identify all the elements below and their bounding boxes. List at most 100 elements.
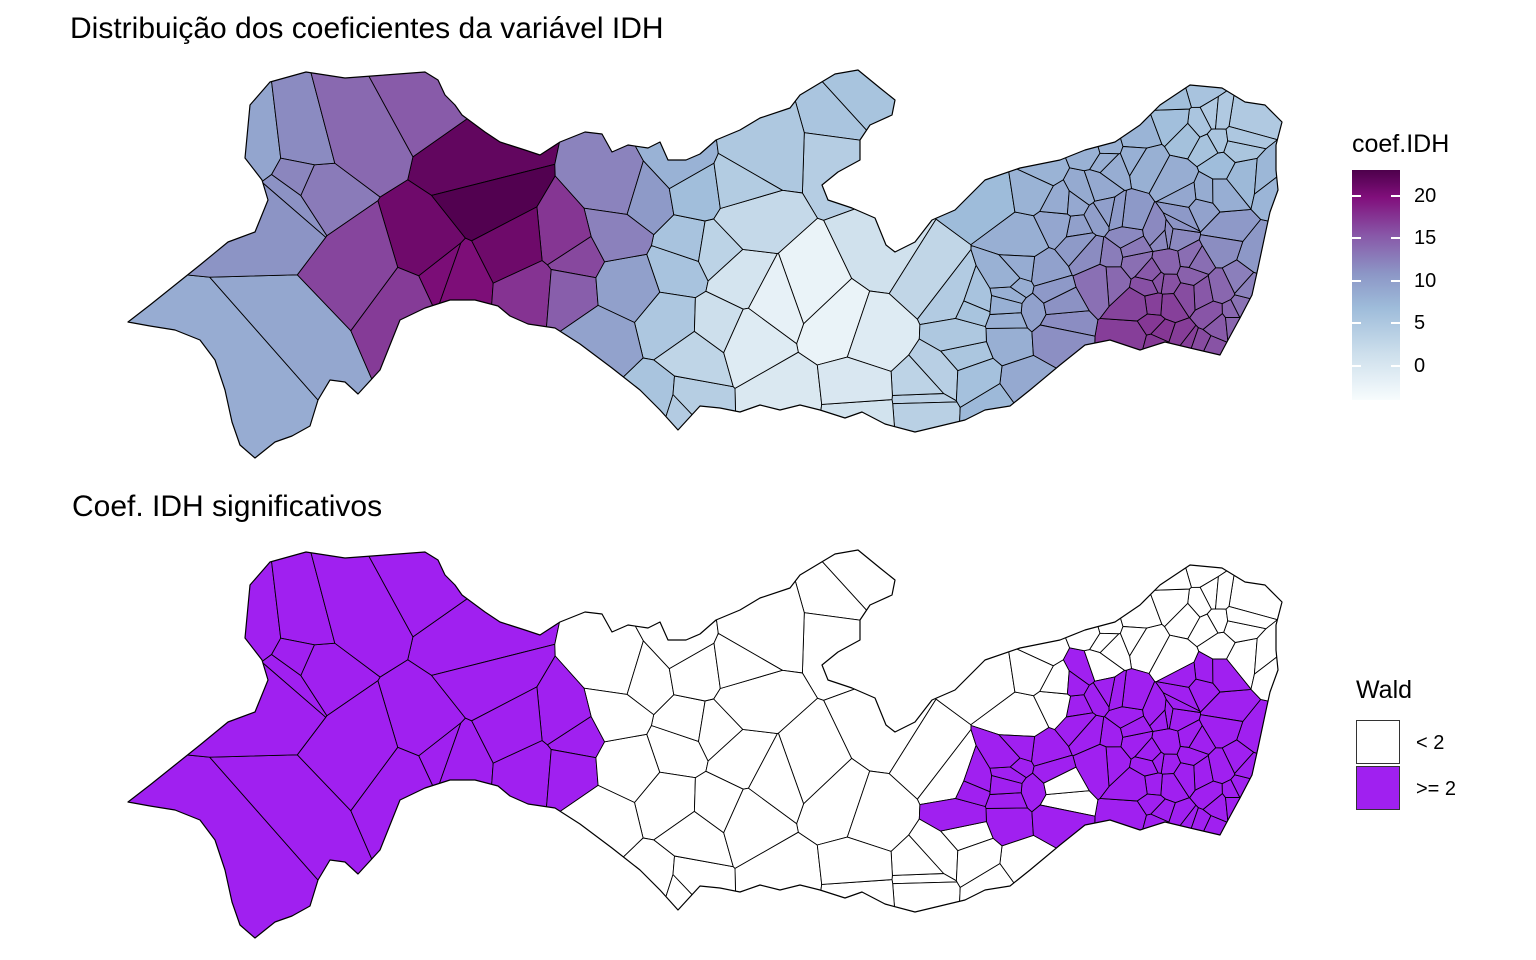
municipality-coefficient — [1149, 229, 1169, 252]
municipality-coefficient — [1117, 333, 1170, 458]
municipality-significance — [989, 775, 1023, 795]
municipality-coefficient — [1097, 70, 1163, 149]
municipality-coefficient — [1054, 232, 1097, 267]
municipality-coefficient — [1021, 70, 1101, 172]
municipality-significance — [1097, 550, 1163, 629]
municipality-significance — [1088, 550, 1192, 591]
municipality-significance — [267, 550, 336, 646]
municipality-significance — [918, 797, 987, 832]
wald-key-at-least-2 — [1356, 766, 1400, 810]
municipality-significance — [955, 780, 991, 807]
municipality-significance — [969, 550, 1071, 667]
wald-key-label-below-2: < 2 — [1416, 732, 1445, 754]
municipality-coefficient — [1119, 146, 1148, 177]
municipality-significance — [1092, 676, 1116, 708]
municipality-significance — [1149, 709, 1169, 732]
municipality-significance — [748, 732, 805, 825]
municipality-significance — [505, 837, 675, 938]
municipality-coefficient — [1188, 245, 1217, 275]
coef-colorbar — [1352, 170, 1400, 400]
municipality-coefficient — [970, 245, 1021, 289]
municipality-significance — [471, 686, 543, 764]
municipality-coefficient — [1088, 70, 1192, 111]
municipality-coefficient — [989, 295, 1023, 315]
municipality-significance — [1148, 634, 1200, 683]
municipality-significance — [984, 792, 1028, 809]
municipality-significance — [271, 637, 315, 676]
municipality-significance — [693, 770, 744, 834]
municipality-coefficient — [471, 206, 543, 284]
municipality-significance — [970, 725, 1021, 769]
municipality-coefficient — [801, 132, 928, 221]
municipality-significance — [1187, 613, 1219, 648]
municipality-coefficient — [1136, 313, 1166, 336]
municipality-significance — [816, 836, 893, 885]
municipality-coefficient — [693, 290, 744, 354]
municipality-coefficient — [1228, 70, 1282, 141]
municipality-significance — [1225, 605, 1278, 630]
municipality-significance — [1151, 751, 1165, 774]
municipality-coefficient — [816, 356, 893, 405]
municipality-significance — [998, 734, 1036, 762]
municipality-coefficient — [1043, 286, 1090, 316]
municipality-coefficient — [1225, 125, 1278, 150]
wald-key-label-at-least-2: >= 2 — [1416, 778, 1457, 800]
municipality-significance — [1176, 745, 1210, 766]
title-significance-map: Coef. IDH significativos — [72, 490, 383, 523]
municipality-significance — [1225, 796, 1282, 912]
municipality-significance — [1054, 712, 1097, 747]
municipality-coefficient — [955, 357, 1003, 408]
municipality-significance — [1117, 813, 1170, 938]
municipality-coefficient — [955, 300, 991, 327]
municipality-coefficient — [1176, 265, 1210, 286]
coef-tick-label: 20 — [1414, 184, 1437, 207]
coefficient-choropleth-map — [127, 69, 1283, 459]
municipality-significance — [892, 881, 961, 938]
municipality-coefficient — [999, 354, 1134, 458]
municipality-coefficient — [1092, 317, 1147, 445]
municipality-significance — [1188, 725, 1217, 755]
municipality-coefficient — [1225, 316, 1282, 432]
municipality-significance — [1154, 815, 1282, 938]
municipality-significance — [1155, 661, 1197, 688]
municipality-coefficient — [748, 252, 805, 345]
municipality-coefficient — [969, 70, 1071, 187]
coef-tick-label: 5 — [1414, 312, 1426, 335]
municipality-significance — [1043, 766, 1090, 796]
municipality-coefficient — [1154, 335, 1282, 458]
municipality-coefficient — [713, 152, 783, 209]
state-outline — [127, 69, 1283, 459]
municipality-significance — [1119, 626, 1148, 657]
municipality-significance — [1021, 550, 1101, 652]
municipality-coefficient — [1066, 190, 1090, 217]
municipality-significance — [1230, 774, 1282, 877]
municipality-coefficient — [1151, 271, 1165, 294]
state-outline — [127, 549, 1283, 939]
wald-legend-title: Wald — [1356, 676, 1413, 704]
municipality-significance — [304, 550, 414, 678]
municipality-significance — [1069, 550, 1124, 635]
coef-legend-title: coef.IDH — [1352, 130, 1450, 158]
title-coefficient-map: Distribuição dos coeficientes da variáve… — [70, 12, 664, 45]
municipality-significance — [955, 837, 1003, 888]
coef-tick-label: 15 — [1414, 227, 1437, 250]
municipality-significance — [1228, 550, 1282, 621]
municipality-coefficient — [1069, 70, 1124, 155]
municipality-significance — [1198, 714, 1244, 749]
municipality-coefficient — [1230, 294, 1282, 397]
coef-tick-label: 0 — [1414, 354, 1426, 377]
municipality-coefficient — [892, 401, 961, 458]
municipality-significance — [999, 834, 1134, 938]
municipality-significance — [1066, 670, 1090, 697]
municipality-coefficient — [271, 157, 315, 196]
municipality-coefficient — [998, 254, 1036, 282]
municipality-coefficient — [1092, 196, 1116, 228]
municipality-coefficient — [1155, 181, 1197, 208]
municipality-significance — [462, 784, 644, 938]
municipality-coefficient — [304, 70, 414, 198]
municipality-significance — [713, 632, 783, 689]
municipality-coefficient — [984, 312, 1028, 329]
wald-key-below-2 — [1356, 720, 1400, 764]
municipality-coefficient — [1148, 154, 1200, 203]
municipality-coefficient — [918, 317, 987, 352]
